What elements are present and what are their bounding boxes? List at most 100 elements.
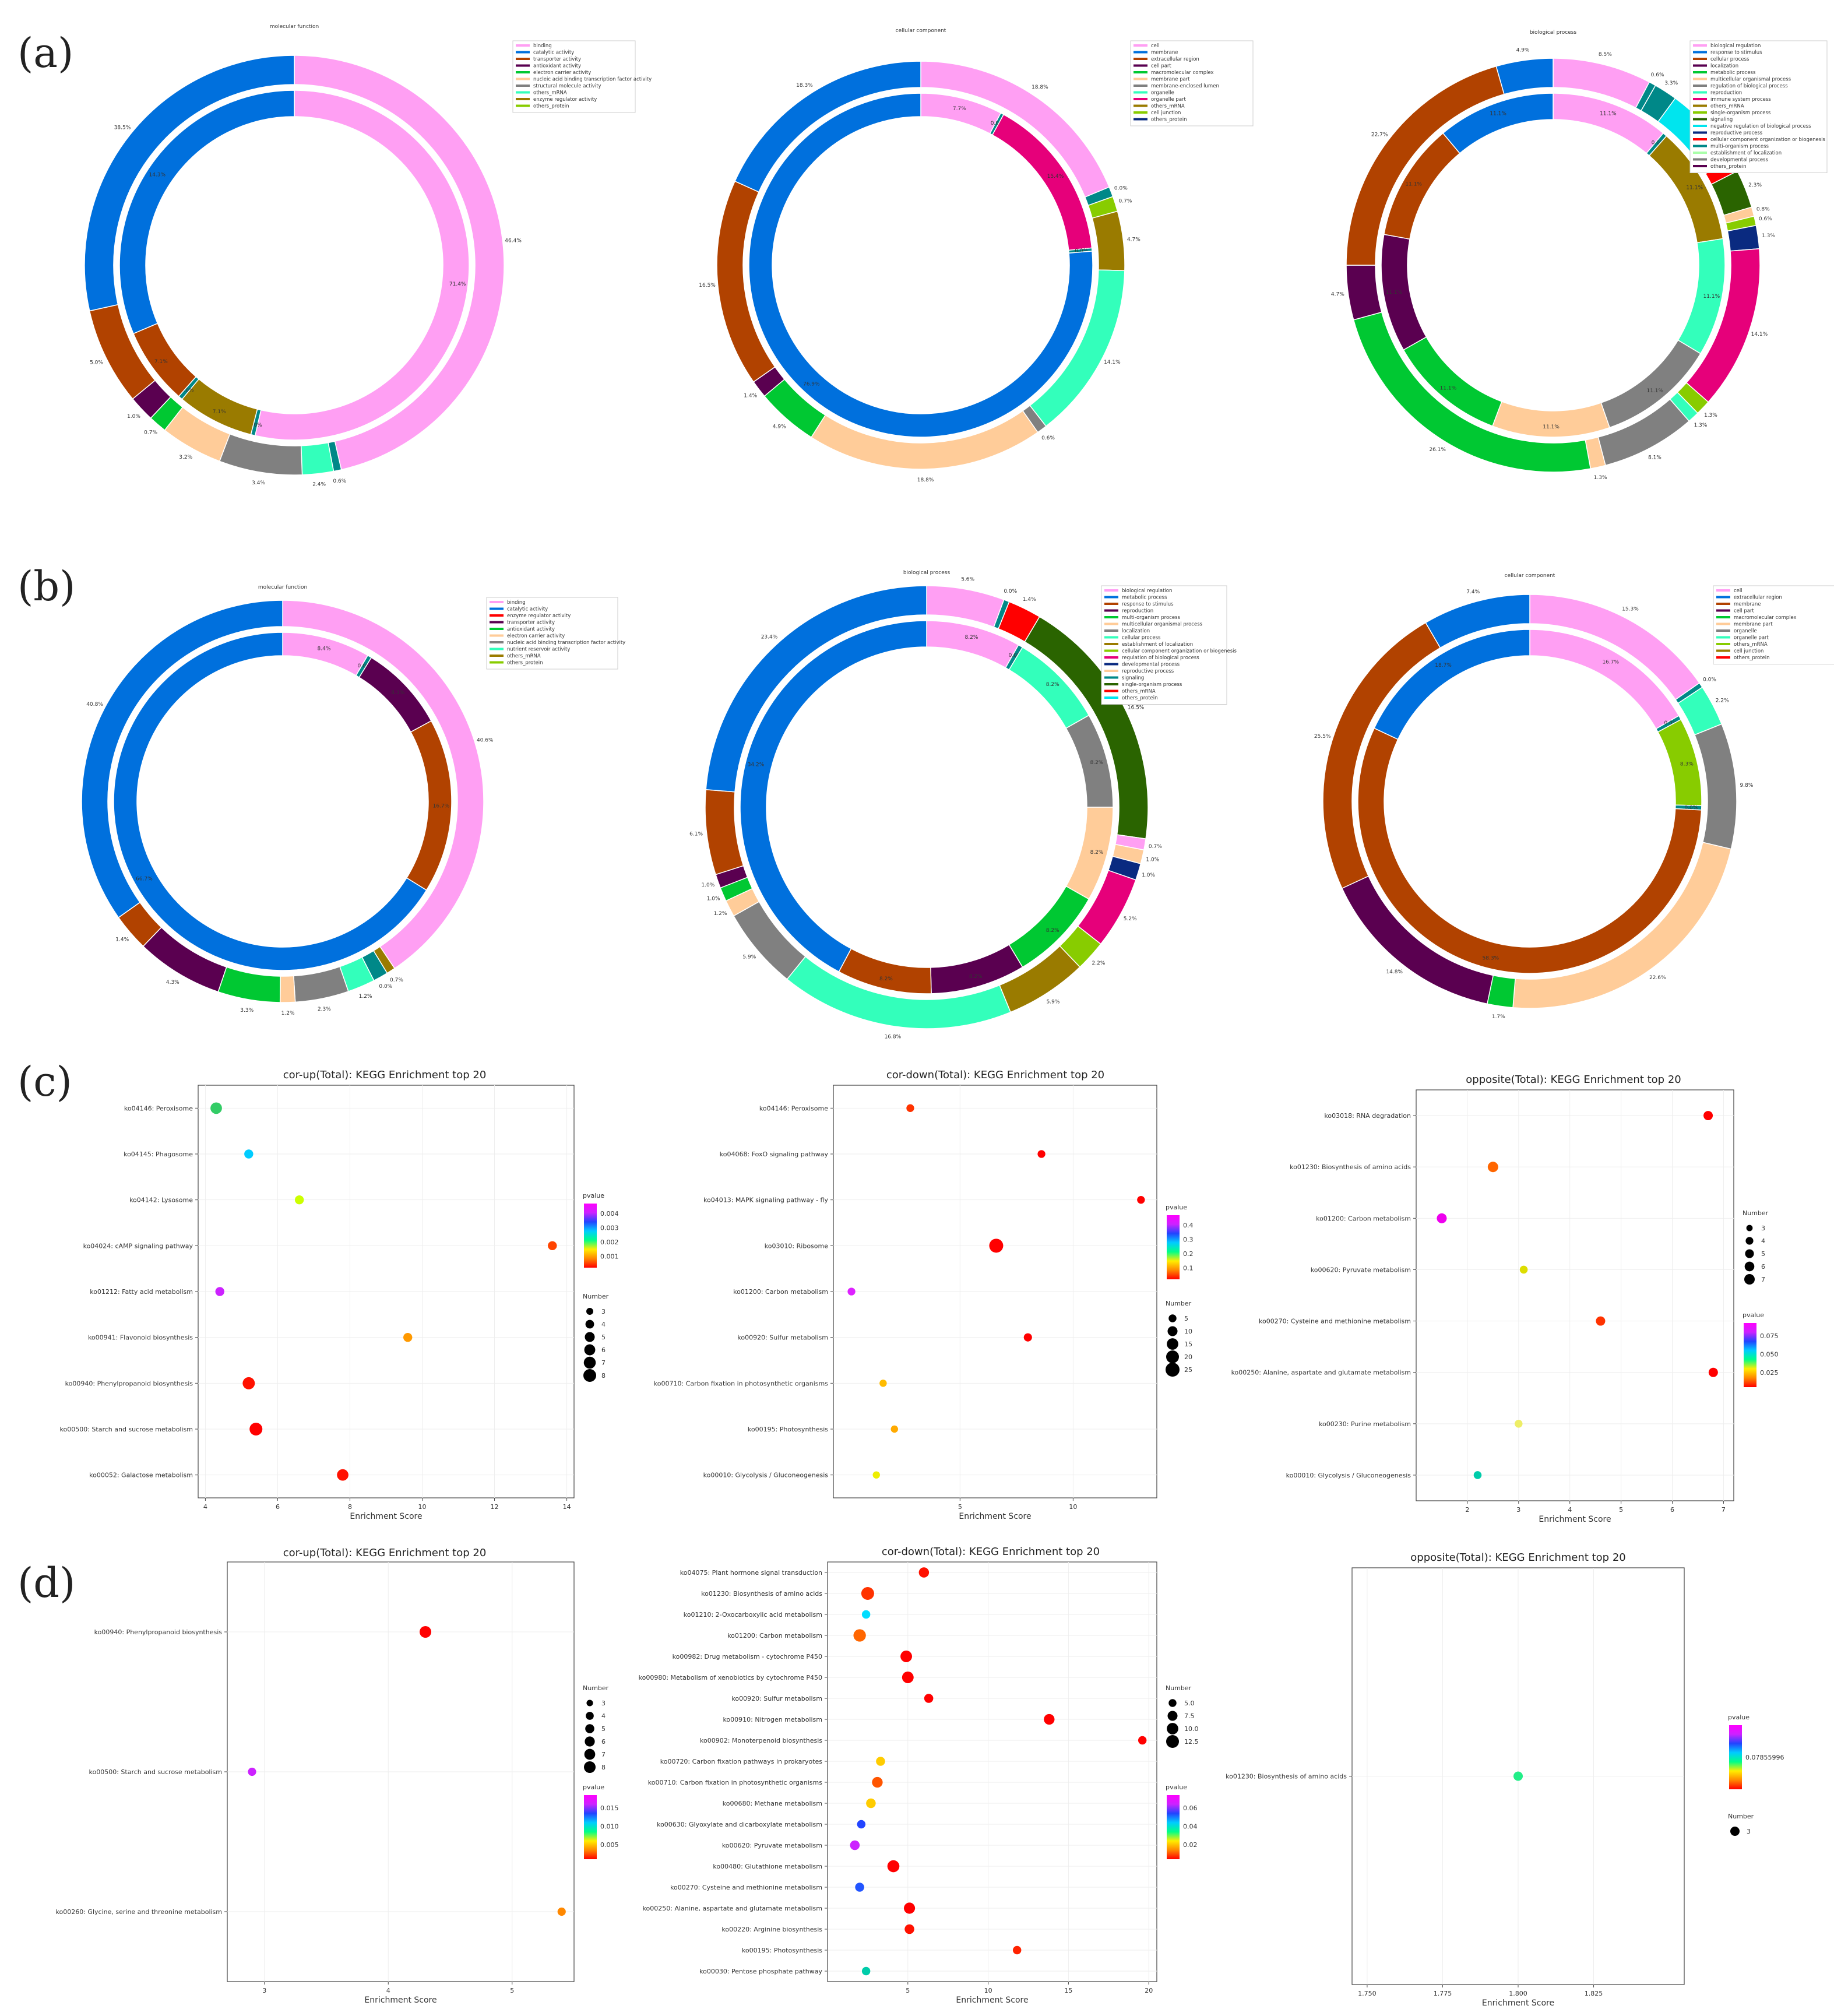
y-tick-label: ko00230: Purine metabolism <box>1319 1420 1411 1428</box>
data-point <box>861 1587 874 1600</box>
size-legend-dot <box>1167 1326 1178 1336</box>
size-legend-label: 7.5 <box>1184 1712 1195 1720</box>
pie-slice-label: 4.9% <box>773 424 786 430</box>
data-point <box>1703 1111 1713 1121</box>
size-legend-label: 3 <box>1747 1828 1751 1835</box>
legend-label: membrane part <box>1151 77 1190 83</box>
legend-swatch <box>516 98 530 100</box>
legend-label: membrane <box>1151 50 1178 56</box>
pie-slice <box>1425 594 1530 649</box>
pie-slice-label: 11.1% <box>1405 181 1422 187</box>
legend-swatch <box>1693 158 1707 161</box>
y-tick-label: ko00941: Flavonoid biosynthesis <box>88 1334 193 1342</box>
legend-swatch <box>1716 596 1730 599</box>
x-tick-label: 20 <box>1145 1987 1153 1994</box>
panel-label: (b) <box>17 562 75 610</box>
y-tick-label: ko04068: FoxO signaling pathway <box>720 1151 829 1158</box>
legend-swatch <box>1134 98 1147 100</box>
x-tick-label: 1.775 <box>1434 1990 1452 1997</box>
bubble-chart: cor-up(Total): KEGG Enrichment top 20 3 4 5… <box>56 1547 619 2005</box>
legend-label: organelle <box>1734 628 1757 634</box>
pie-slice-label: 0.0% <box>1664 720 1677 726</box>
chart-title: biological process <box>903 570 951 576</box>
size-legend-dot <box>586 1700 593 1707</box>
size-legend-dot <box>586 1712 594 1720</box>
legend: pvalue 0.004 0.003 0.002 0.001 Number 3 4 5 6 7 8 <box>583 1192 619 1382</box>
size-legend-label: 5.0 <box>1184 1700 1195 1707</box>
legend-swatch <box>516 91 530 94</box>
legend-title: Number <box>1728 1813 1754 1820</box>
legend-swatch <box>516 64 530 67</box>
legend-swatch <box>1104 622 1118 625</box>
y-tick-label: ko04145: Phagosome <box>124 1151 193 1158</box>
legend-label: others_protein <box>533 104 569 110</box>
x-tick-label: 12 <box>491 1503 499 1511</box>
pie-slice-label: 40.6% <box>477 737 494 743</box>
legend-label: negative regulation of biological proces… <box>1710 124 1811 129</box>
y-tick-label: ko04142: Lysosome <box>129 1197 193 1204</box>
legend-swatch <box>516 44 530 47</box>
data-point <box>857 1820 866 1829</box>
legend-label: cell junction <box>1734 649 1763 655</box>
pie-slice-label: 1.2% <box>714 911 727 917</box>
legend-label: macromolecular complex <box>1151 70 1214 76</box>
x-tick-label: 5 <box>1619 1506 1623 1514</box>
legend-label: others_protein <box>1122 695 1158 701</box>
colorbar-label: 0.002 <box>600 1239 619 1246</box>
pie-slice-label: 1.4% <box>744 393 757 399</box>
y-tick-label: ko01200: Carbon metabolism <box>733 1288 828 1296</box>
pie-slice-label: 8.2% <box>1090 760 1104 766</box>
data-point <box>1515 1420 1523 1428</box>
legend-label: single-organism process <box>1122 682 1182 688</box>
x-tick-label: 10 <box>418 1503 427 1511</box>
size-legend-label: 5 <box>1761 1250 1765 1258</box>
x-axis-label: Enrichment Score <box>350 1512 422 1521</box>
pie-slice-label: 1.7% <box>1492 1014 1505 1020</box>
y-tick-label: ko04146: Peroxisome <box>759 1104 828 1112</box>
size-legend-dot <box>585 1736 595 1747</box>
legend: pvalue 0.015 0.010 0.005 Number 3 4 5 6 7 8 <box>583 1684 619 1859</box>
legend-label: organelle part <box>1151 97 1187 103</box>
legend-swatch <box>1104 643 1118 645</box>
size-legend-label: 3 <box>601 1700 606 1707</box>
pie-slice <box>1374 629 1530 740</box>
colorbar-label: 0.02 <box>1183 1841 1198 1849</box>
data-point <box>1596 1316 1606 1326</box>
legend-swatch <box>1693 98 1707 100</box>
data-point <box>1708 1367 1718 1377</box>
pie-slice-label: 15.3% <box>1622 606 1639 612</box>
y-tick-label: ko00920: Sulfur metabolism <box>737 1334 828 1342</box>
pie-slice-label: 8.2% <box>1046 682 1059 688</box>
legend-swatch <box>1104 696 1118 699</box>
size-legend-label: 25 <box>1184 1366 1192 1374</box>
data-point <box>1023 1333 1032 1342</box>
pie-slice-label: 5.9% <box>742 955 756 960</box>
pie-slice-label: 0.0% <box>1075 248 1088 254</box>
pie-slice <box>740 620 927 973</box>
legend-label: signaling <box>1122 675 1144 681</box>
pie-slice-label: 7.4% <box>1466 589 1480 595</box>
pie-slice-label: 0.7% <box>1149 844 1162 850</box>
pie-slice-label: 40.8% <box>86 702 103 708</box>
legend-swatch <box>1104 629 1118 632</box>
pie-slice-label: 16.5% <box>699 283 716 288</box>
size-legend-dot <box>1168 1699 1177 1707</box>
colorbar <box>1729 1725 1742 1789</box>
pie-slice-label: 11.1% <box>1440 385 1457 391</box>
colorbar-label: 0.04 <box>1183 1823 1198 1830</box>
donut-chart: cellular component 15.3% 0.0% 2.2% 9.8% 22.6%… <box>1314 573 1834 1020</box>
x-tick-label: 10 <box>1069 1503 1077 1511</box>
data-point <box>1513 1771 1523 1781</box>
legend-label: membrane-enclosed lumen <box>1151 83 1219 89</box>
size-legend-dot <box>1166 1350 1179 1363</box>
chart-title: cellular component <box>896 28 946 34</box>
colorbar-label: 0.07855996 <box>1745 1754 1784 1761</box>
legend-label: enzyme regulator activity <box>507 613 571 619</box>
data-point <box>872 1471 880 1479</box>
legend-box <box>486 597 618 670</box>
pie-slice-label: 8.2% <box>1046 928 1059 934</box>
